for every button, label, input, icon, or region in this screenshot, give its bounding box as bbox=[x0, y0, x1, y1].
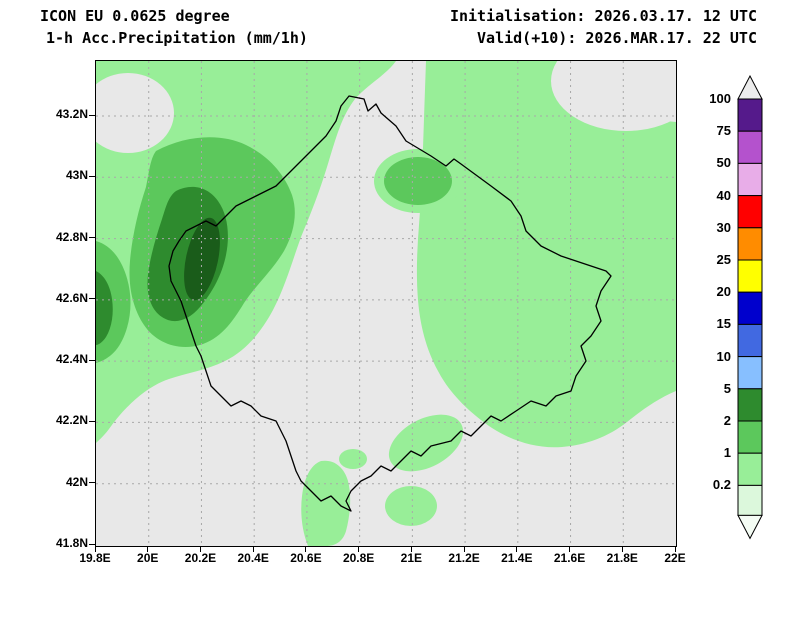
x-tick-mark bbox=[463, 547, 465, 552]
colorbar-band bbox=[737, 227, 763, 261]
colorbar-boundary-label: 25 bbox=[716, 252, 731, 267]
x-tick-mark bbox=[569, 547, 571, 552]
y-tick-label: 43.2N bbox=[55, 107, 88, 121]
y-tick-mark bbox=[89, 175, 95, 177]
x-tick-label: 20.8E bbox=[342, 551, 375, 565]
x-tick-label: 21E bbox=[400, 551, 423, 565]
colorbar-under-band bbox=[737, 484, 763, 516]
colorbar-boundary-label: 2 bbox=[723, 413, 731, 428]
x-tick-label: 20.4E bbox=[237, 551, 269, 565]
x-tick-mark bbox=[516, 547, 518, 552]
colorbar-boundary-label: 10 bbox=[716, 348, 731, 364]
x-tick-label: 19.8E bbox=[79, 551, 111, 565]
map-plot-area bbox=[95, 60, 677, 547]
colorbar-band bbox=[737, 259, 763, 293]
init-time: Initialisation: 2026.03.17. 12 UTC bbox=[449, 7, 757, 25]
x-tick-label: 21.4E bbox=[501, 551, 533, 565]
precip-area-light bbox=[385, 486, 437, 526]
y-tick-label: 42.8N bbox=[55, 229, 88, 244]
country-border-outline bbox=[168, 95, 612, 512]
y-tick-label: 42.6N bbox=[55, 290, 88, 305]
precip-area-light bbox=[524, 111, 572, 151]
model-title: ICON EU 0.0625 degree bbox=[40, 7, 230, 25]
precip-area-light bbox=[339, 449, 367, 469]
y-tick-label: 41.8N bbox=[55, 536, 88, 550]
x-tick-mark bbox=[674, 547, 676, 552]
colorbar-boundary-label: 50 bbox=[716, 155, 731, 171]
colorbar-band bbox=[737, 130, 763, 164]
precip-area-dark bbox=[96, 271, 113, 345]
x-tick-label: 20.2E bbox=[184, 551, 217, 565]
x-tick-mark bbox=[252, 547, 254, 552]
y-tick-mark bbox=[89, 298, 95, 300]
x-tick-label: 20.6E bbox=[290, 551, 322, 565]
x-tick-label: 21.2E bbox=[448, 551, 480, 565]
product-title: 1-h Acc.Precipitation (mm/1h) bbox=[46, 29, 308, 47]
y-tick-mark bbox=[89, 359, 95, 361]
colorbar-band bbox=[737, 98, 763, 132]
y-tick-label: 42N bbox=[65, 474, 88, 489]
colorbar-boundary-label: 20 bbox=[716, 284, 731, 300]
precip-area-light bbox=[388, 414, 464, 472]
colorbar-band bbox=[737, 195, 763, 229]
precipitation-map bbox=[96, 61, 676, 546]
x-tick-mark bbox=[305, 547, 307, 552]
x-tick-label: 21.8E bbox=[606, 551, 638, 565]
colorbar-band bbox=[737, 323, 763, 358]
colorbar-band bbox=[737, 420, 763, 454]
x-tick-mark bbox=[621, 547, 623, 552]
y-tick-label: 42.2N bbox=[55, 413, 88, 428]
precip-fill-layer bbox=[96, 61, 676, 546]
colorbar-boundary-label: 15 bbox=[716, 316, 731, 332]
colorbar-boundary-label: 5 bbox=[723, 380, 731, 396]
y-tick-mark bbox=[89, 543, 95, 545]
precip-area-medium bbox=[384, 157, 452, 205]
y-tick-mark bbox=[89, 114, 95, 116]
y-tick-mark bbox=[89, 420, 95, 422]
gridlines bbox=[96, 61, 676, 546]
colorbar-band bbox=[737, 388, 763, 422]
x-tick-mark bbox=[147, 547, 149, 552]
colorbar-band bbox=[737, 452, 763, 486]
x-tick-mark bbox=[199, 547, 201, 552]
dry-patch bbox=[551, 61, 676, 131]
colorbar-boundary-label: 40 bbox=[716, 187, 731, 203]
x-tick-label: 20E bbox=[137, 551, 159, 565]
dry-patch bbox=[96, 73, 174, 153]
colorbar-under-arrow bbox=[737, 514, 763, 540]
colorbar-boundary-label: 75 bbox=[716, 123, 731, 139]
colorbar-band bbox=[737, 356, 763, 390]
valid-time: Valid(+10): 2026.MAR.17. 22 UTC bbox=[477, 29, 757, 47]
colorbar bbox=[737, 75, 763, 540]
y-tick-label: 42.4N bbox=[55, 352, 88, 367]
x-tick-mark bbox=[410, 547, 412, 552]
colorbar-boundary-label: 100 bbox=[709, 91, 731, 106]
y-tick-mark bbox=[89, 237, 95, 239]
colorbar-boundary-label: 1 bbox=[723, 445, 731, 461]
x-tick-mark bbox=[94, 547, 96, 552]
colorbar-band bbox=[737, 291, 763, 325]
colorbar-band bbox=[737, 162, 763, 197]
colorbar-boundary-label: 0.2 bbox=[712, 477, 731, 493]
x-tick-mark bbox=[358, 547, 360, 552]
y-tick-label: 43N bbox=[65, 168, 88, 183]
precip-area-light bbox=[416, 61, 676, 448]
precip-area-light bbox=[301, 460, 351, 546]
colorbar-over-arrow bbox=[737, 75, 763, 100]
colorbar-boundary-label: 30 bbox=[716, 219, 731, 235]
x-tick-label: 22E bbox=[664, 551, 686, 565]
y-tick-mark bbox=[89, 482, 95, 484]
x-tick-label: 21.6E bbox=[553, 551, 586, 565]
